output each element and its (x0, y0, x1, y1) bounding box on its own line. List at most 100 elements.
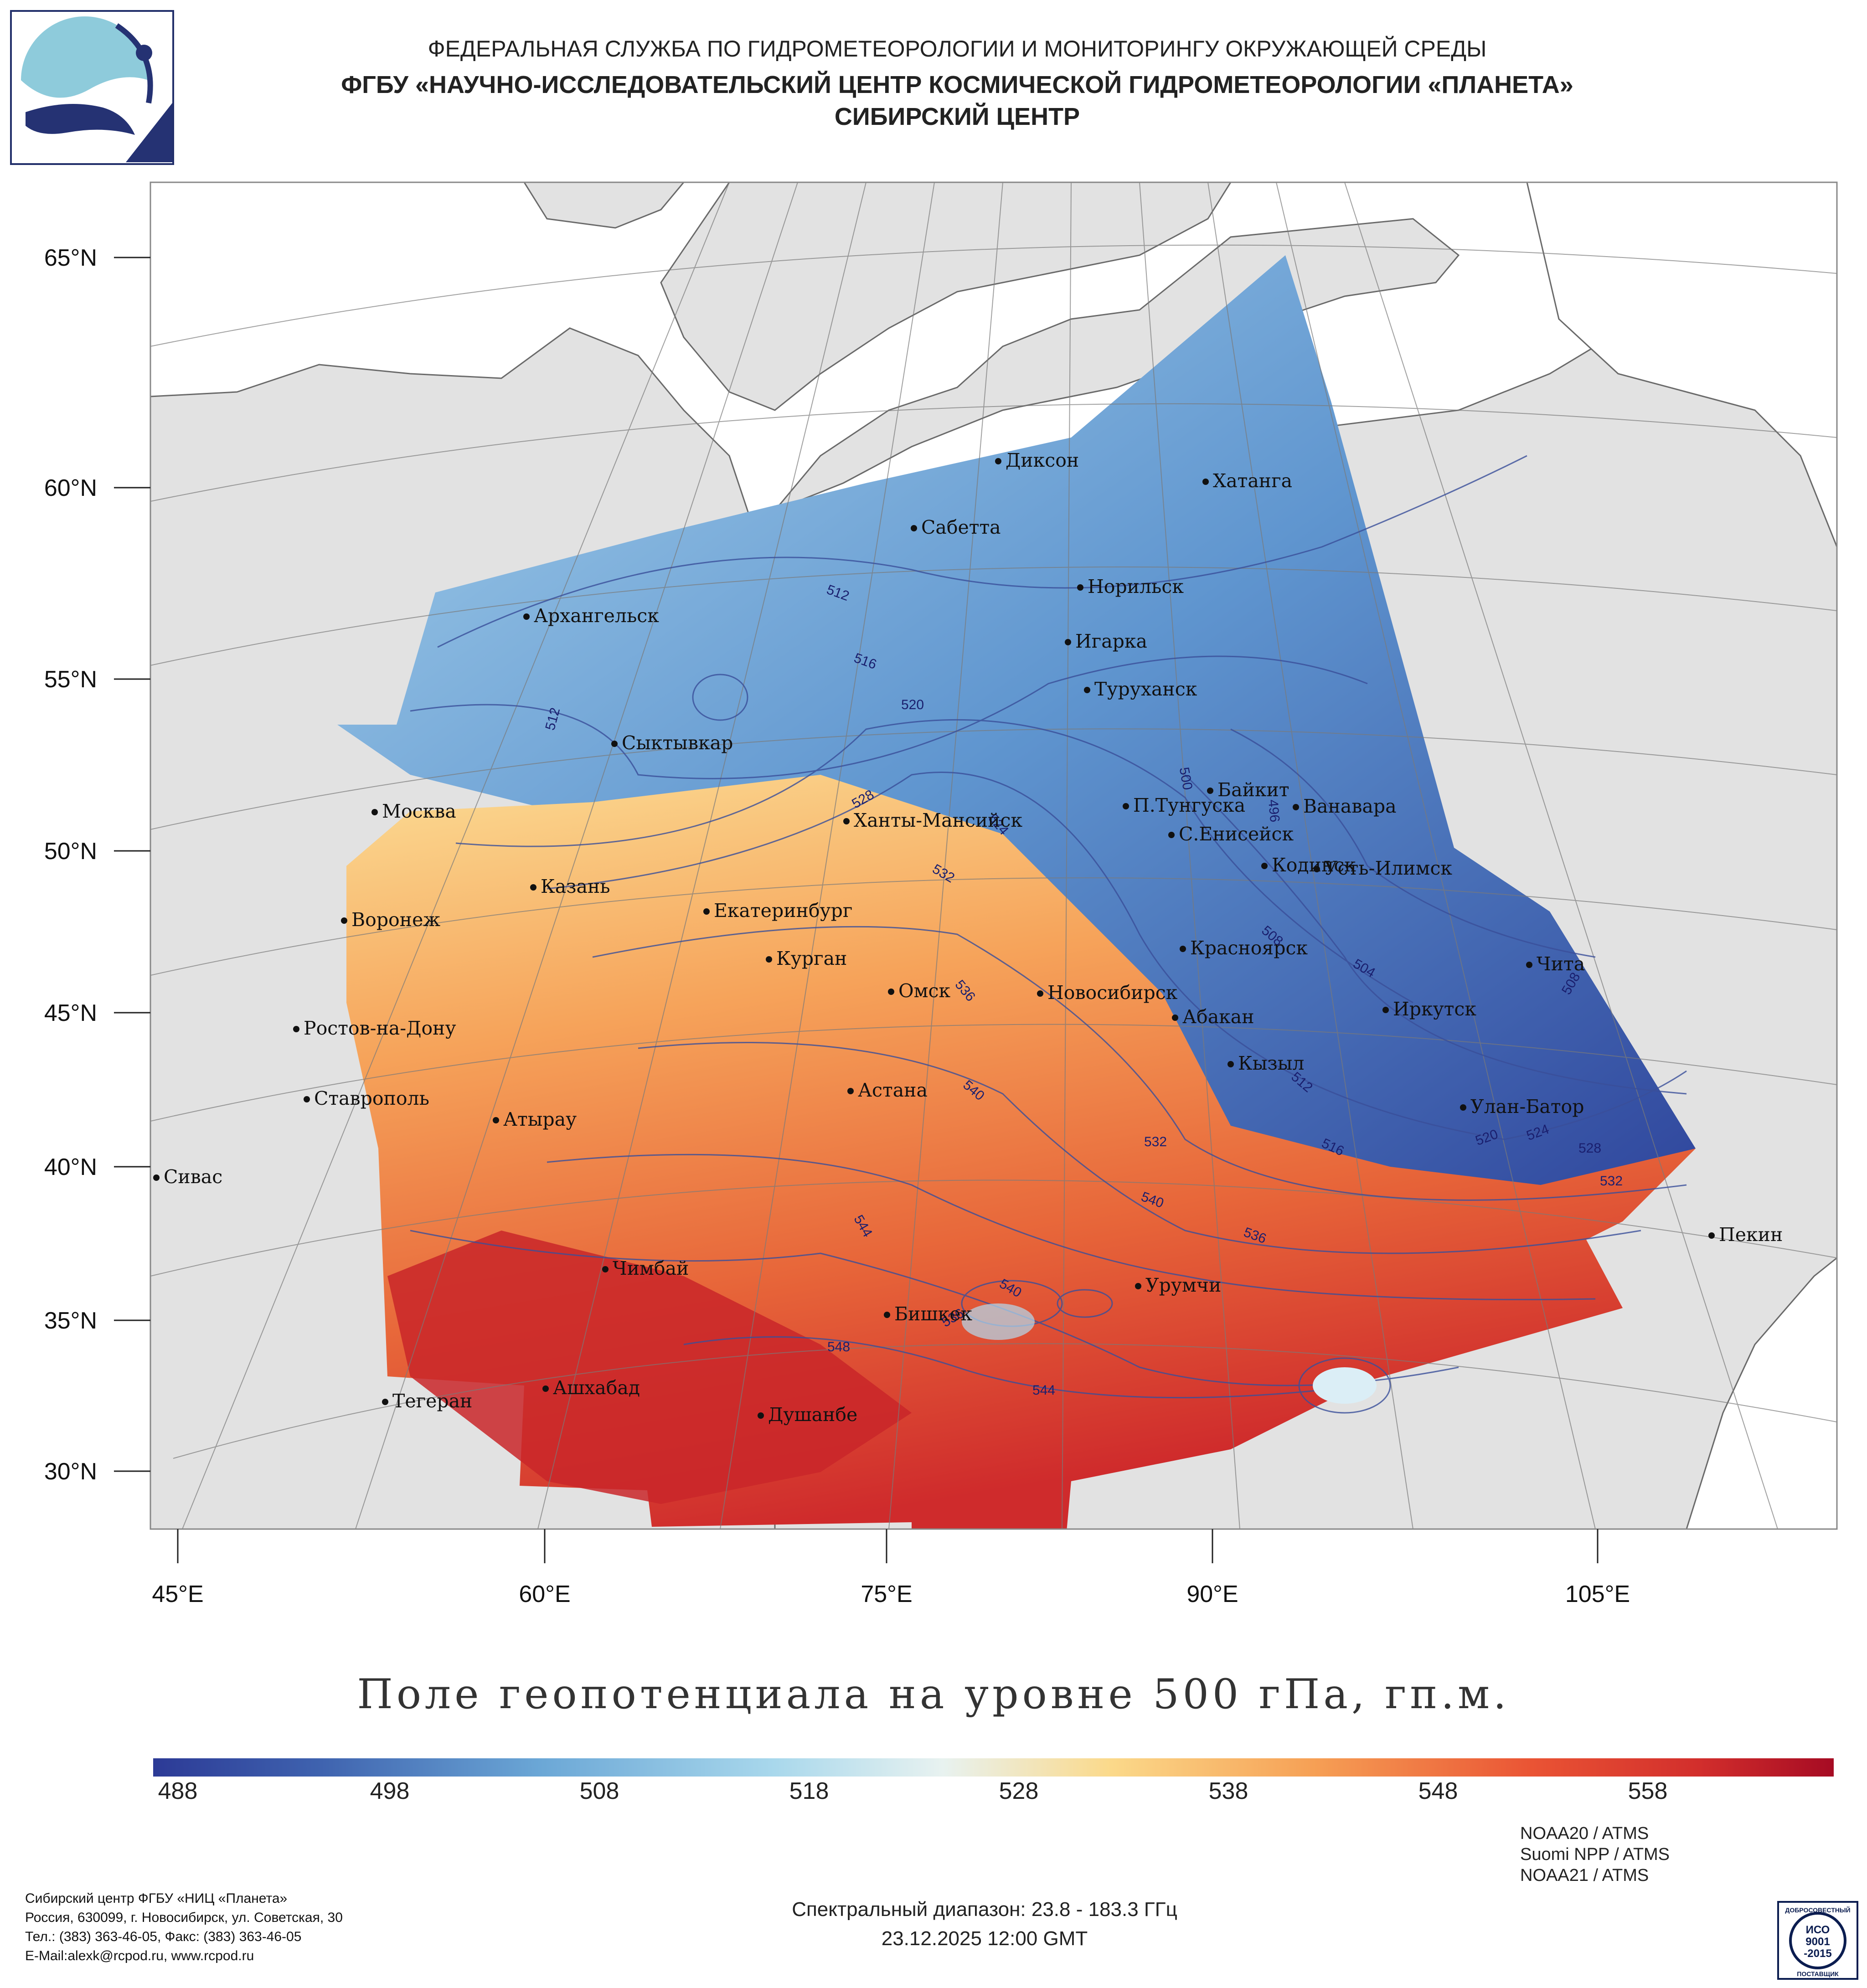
colorbar-tick-label: 508 (579, 1778, 619, 1804)
city-marker-icon (766, 956, 772, 963)
city-label: Туруханск (1094, 678, 1197, 700)
city: Астана (847, 1079, 928, 1101)
lon-tick-label: 90°E (1186, 1581, 1238, 1607)
observation-datetime: 23.12.2025 12:00 GMT (881, 1927, 1088, 1950)
city: Архангельск (523, 605, 659, 627)
city: Чита (1526, 953, 1585, 975)
city: Ханты-Мансийск (843, 809, 1022, 831)
city-marker-icon (888, 989, 894, 995)
colorbar-tick-label: 558 (1628, 1778, 1668, 1804)
city-label: Омск (898, 980, 950, 1002)
city-marker-icon (493, 1117, 499, 1123)
city-label: Диксон (1006, 449, 1079, 471)
iso-number: 9001 (1805, 1936, 1830, 1948)
city-label: Улан-Батор (1470, 1096, 1584, 1118)
city-marker-icon (371, 809, 378, 815)
city: Курган (766, 948, 847, 969)
city-label: Кодинск (1272, 854, 1356, 876)
city-marker-icon (847, 1088, 854, 1094)
contour-label: 520 (901, 697, 924, 712)
city: Норильск (1077, 576, 1184, 597)
city: Хатанга (1202, 470, 1292, 492)
header-line-1: ФЕДЕРАЛЬНАЯ СЛУЖБА ПО ГИДРОМЕТЕОРОЛОГИИ … (428, 36, 1487, 62)
city-marker-icon (1172, 1015, 1178, 1021)
city-marker-icon (843, 818, 850, 824)
header-line-2: ФГБУ «НАУЧНО-ИССЛЕДОВАТЕЛЬСКИЙ ЦЕНТР КОС… (341, 71, 1573, 98)
city-label: Сабетта (921, 516, 1001, 538)
contour-label: 528 (1578, 1141, 1601, 1156)
city: Кодинск (1261, 854, 1356, 876)
lat-tick-label: 55°N (44, 666, 97, 693)
city-label: Бишкек (894, 1303, 972, 1325)
city-label: Урумчи (1145, 1274, 1221, 1296)
city-label: Ванавара (1303, 795, 1397, 817)
satellite-item: NOAA20 / ATMS (1520, 1824, 1649, 1843)
lon-tick-label: 45°E (152, 1581, 203, 1607)
city-marker-icon (382, 1399, 388, 1405)
geopotential-field-hot-core (387, 1231, 912, 1504)
city-marker-icon (1123, 803, 1129, 809)
city: Абакан (1172, 1006, 1254, 1028)
contour-label: 532 (1600, 1174, 1623, 1189)
city-marker-icon (1065, 639, 1071, 645)
city-marker-icon (1460, 1104, 1466, 1111)
lon-tick-label: 75°E (861, 1581, 912, 1607)
city-label: Чита (1537, 953, 1585, 975)
city-marker-icon (341, 917, 347, 924)
city-marker-icon (911, 525, 917, 531)
city: П.Тунгуска (1123, 794, 1245, 816)
header-line-3: СИБИРСКИЙ ЦЕНТР (834, 103, 1080, 130)
city: Ставрополь (304, 1087, 429, 1109)
organization-logo (10, 10, 174, 165)
city: Москва (371, 800, 456, 822)
city: Улан-Батор (1460, 1096, 1584, 1118)
city-marker-icon (304, 1096, 310, 1102)
city-label: Абакан (1182, 1006, 1254, 1028)
city: Казань (530, 876, 610, 897)
city-label: Екатеринбург (714, 900, 852, 922)
lon-tick-label: 60°E (519, 1581, 570, 1607)
colorbar-tick-label: 518 (789, 1778, 829, 1804)
planeta-logo-icon (21, 16, 172, 162)
city-marker-icon (602, 1266, 609, 1272)
city-label: Курган (776, 948, 847, 969)
city-marker-icon (1227, 1061, 1234, 1067)
city-marker-icon (758, 1412, 764, 1419)
city-label: Сивас (164, 1166, 222, 1188)
land-ne-sea (1526, 182, 1837, 547)
city-label: П.Тунгуска (1133, 794, 1245, 816)
city-label: Воронеж (351, 909, 440, 931)
city: Урумчи (1135, 1274, 1221, 1296)
city-label: Казань (541, 876, 610, 897)
city-markers: Диксон Хатанга Сабетта Норильск Архангельск И… (153, 449, 1783, 1426)
city-marker-icon (1293, 804, 1299, 810)
iso-text: ИСО (1806, 1924, 1830, 1936)
city-marker-icon (1708, 1232, 1715, 1239)
address-line-4: E-Mail:alexk@rcpod.ru, www.rcpod.ru (25, 1948, 254, 1963)
city-marker-icon (530, 884, 536, 891)
city: Игарка (1065, 630, 1147, 652)
city: Иркутск (1382, 998, 1476, 1020)
city-marker-icon (1261, 863, 1268, 869)
city-marker-icon (153, 1174, 160, 1181)
city-label: Норильск (1088, 576, 1184, 597)
longitude-labels: 45°E 60°E 75°E 90°E 105°E (152, 1529, 1630, 1607)
map-area: 5125165205125285245325004965085045085365… (150, 182, 1837, 1529)
city-label: Астана (858, 1079, 928, 1101)
city-label: Пекин (1719, 1224, 1783, 1246)
lat-tick-label: 60°N (44, 475, 97, 501)
cool-spot-tianshan (962, 1303, 1035, 1340)
city-label: Чимбай (613, 1257, 689, 1279)
latitude-labels: 65°N 60°N 55°N 50°N 45°N 40°N 35°N 30°N (44, 245, 150, 1485)
colorbar-tick-label: 498 (370, 1778, 410, 1804)
city-marker-icon (1077, 584, 1083, 591)
colorbar-tick-label: 548 (1418, 1778, 1458, 1804)
city: Атырау (493, 1108, 577, 1130)
city-label: Архангельск (534, 605, 659, 627)
city-marker-icon (884, 1312, 890, 1318)
city-label: Москва (382, 800, 456, 822)
city-label: Ханты-Мансийск (854, 809, 1022, 831)
city: Сабетта (911, 516, 1001, 538)
city-marker-icon (293, 1026, 299, 1032)
city-label: Усть-Илимск (1324, 857, 1452, 879)
